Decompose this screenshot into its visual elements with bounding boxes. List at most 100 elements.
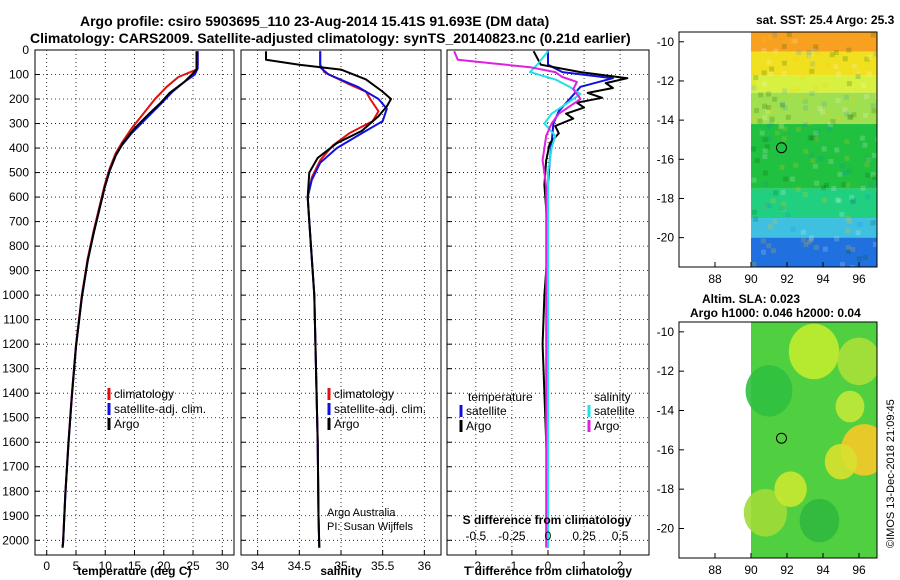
sst-pixel	[766, 104, 772, 110]
y-tick-label: 800	[9, 239, 29, 253]
argo-location-marker	[775, 142, 787, 154]
sst-pixel	[872, 175, 877, 181]
sst-pixel	[814, 180, 820, 186]
sst-pixel	[865, 194, 871, 200]
sst-pixel	[844, 139, 850, 145]
sla-map-title-line1: Altim. SLA: 0.023	[702, 292, 800, 306]
y-tick-label: 400	[9, 141, 29, 155]
y-tick-label: 700	[9, 215, 29, 229]
sst-pixel	[845, 228, 851, 234]
sla-map: 88 90 92 94 96 -10 -12 -14 -16 -18 -20	[657, 321, 878, 577]
sst-pixel	[860, 185, 866, 191]
sst-pixel	[873, 51, 877, 57]
sst-pixel	[808, 153, 814, 159]
sst-pixel	[863, 94, 869, 100]
sst-pixel	[856, 256, 862, 262]
legend-label-s-argo_s: Argo	[594, 419, 620, 433]
sst-pixel	[810, 157, 816, 163]
sst-pixel	[827, 122, 833, 128]
sst-pixel	[765, 109, 771, 115]
sst-pixel	[870, 32, 876, 38]
series-group	[265, 51, 392, 548]
sst-pixel	[752, 209, 758, 215]
sst-pixel	[876, 35, 877, 41]
x-tick-label: 5	[73, 559, 80, 573]
sst-pixel	[762, 154, 768, 160]
sst-pixel	[839, 163, 845, 169]
sst-band	[751, 51, 877, 76]
sst-pixel	[751, 177, 757, 183]
sst-pixel	[764, 144, 770, 150]
y-tick-label: 1400	[2, 386, 29, 400]
y-tick-label: 1300	[2, 362, 29, 376]
sst-pixel	[874, 94, 877, 100]
sst-pixel	[800, 237, 806, 243]
sst-pixel	[836, 71, 842, 77]
sst-pixel	[771, 248, 777, 254]
sla-anomaly-patch	[837, 337, 877, 386]
x-tick-label: 2	[617, 559, 624, 573]
sst-pixel	[767, 223, 773, 229]
sst-pixel	[795, 126, 801, 132]
map-frame	[678, 321, 878, 559]
sst-pixel	[803, 122, 809, 128]
sst-pixel	[759, 130, 765, 136]
sst-pixel	[823, 182, 829, 188]
map-x-tick-label: 90	[744, 563, 758, 577]
attribution-line2: PI: Susan Wijffels	[327, 521, 413, 533]
sst-pixel	[803, 148, 809, 154]
sst-pixel	[836, 198, 842, 204]
sst-pixel	[774, 130, 780, 136]
x-tick-label: 34	[251, 559, 265, 573]
sst-pixel	[807, 53, 813, 59]
secondary-x-tick-label: 0.5	[612, 529, 629, 543]
sst-pixel	[810, 61, 816, 67]
sst-pixel	[822, 82, 828, 88]
legend-label-climatology: climatology	[334, 387, 394, 401]
legend-label-satellite: satellite-adj. clim.	[114, 402, 206, 416]
sst-pixel	[839, 262, 845, 267]
sst-pixel	[834, 236, 840, 242]
sst-pixel	[779, 164, 785, 170]
sst-pixel	[800, 75, 806, 81]
map-y-tick-label: -12	[657, 74, 675, 88]
sst-pixel	[833, 63, 839, 69]
sst-pixel	[864, 56, 870, 62]
sst-pixel	[811, 47, 817, 53]
y-tick-label: 2000	[2, 533, 29, 547]
x-tick-label: 1	[581, 559, 588, 573]
sst-pixel	[810, 135, 816, 141]
sst-pixel	[843, 94, 849, 100]
sst-pixel	[758, 92, 764, 98]
sst-pixel	[757, 118, 763, 124]
map-y-tick-label: -20	[657, 231, 675, 245]
y-tick-label: 1100	[3, 313, 29, 327]
sst-pixel	[786, 32, 792, 38]
series-line-climatology	[61, 51, 199, 548]
sst-pixel	[871, 152, 877, 158]
sst-pixel	[813, 44, 819, 50]
sst-pixel	[773, 190, 779, 196]
x-tick-label: 0	[545, 559, 552, 573]
map-x-tick-label: 92	[780, 563, 794, 577]
sst-pixel	[779, 102, 785, 108]
y-tick-label: 1200	[2, 337, 29, 351]
sst-pixel	[848, 114, 854, 120]
secondary-x-tick-label: 0.25	[572, 529, 596, 543]
map-y-tick-label: -20	[657, 522, 675, 536]
sst-map: 88 90 92 94 96 -10 -12 -14 -16 -18 -20	[657, 31, 878, 286]
map-x-tick-label: 92	[780, 272, 794, 286]
y-tick-label: 600	[9, 190, 29, 204]
sst-pixel	[870, 103, 876, 109]
sst-pixel	[812, 47, 818, 53]
sst-pixel	[778, 124, 784, 130]
sst-pixel	[761, 70, 767, 76]
legend-label-climatology: climatology	[114, 387, 174, 401]
legend-label-t-satellite: satellite	[466, 404, 507, 418]
series-line-argo	[265, 51, 392, 548]
y-tick-label: 900	[9, 264, 29, 278]
map-frame	[678, 31, 878, 268]
sst-pixel	[872, 219, 877, 225]
sst-pixel	[850, 264, 856, 267]
